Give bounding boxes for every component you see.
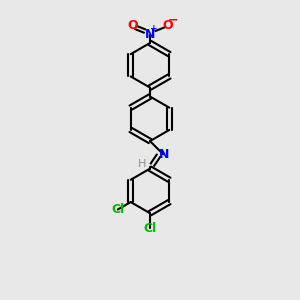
Text: H: H — [137, 159, 146, 169]
Text: O: O — [128, 19, 138, 32]
Text: Cl: Cl — [143, 222, 157, 235]
Text: O: O — [162, 19, 172, 32]
Text: N: N — [145, 28, 155, 40]
Text: +: + — [150, 24, 158, 33]
Text: Cl: Cl — [111, 203, 124, 216]
Text: −: − — [167, 13, 178, 26]
Text: N: N — [159, 148, 170, 160]
